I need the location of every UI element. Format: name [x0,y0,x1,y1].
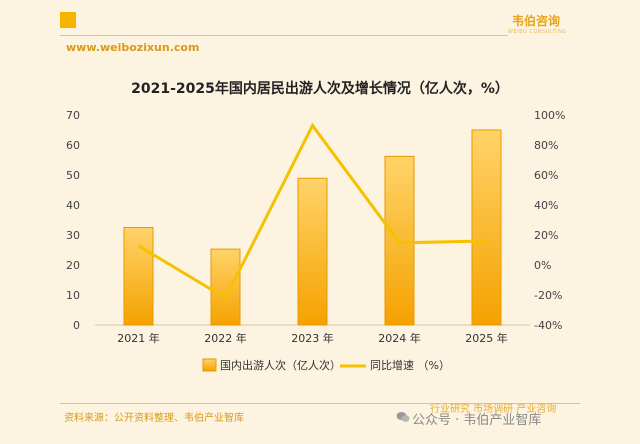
bar [210,248,241,326]
header-divider [60,35,508,36]
left-axis-tick: 40 [66,199,80,212]
right-axis-tick: -40% [534,319,562,332]
right-axis-tick: -20% [534,289,562,302]
footer-divider [60,403,580,404]
wechat-icon [396,412,410,422]
watermark-tags: 行业研究 市场调研 产业咨询 [430,404,557,415]
left-axis-tick: 20 [66,259,80,272]
chart-title: 2021-2025年国内居民出游人次及增长情况（亿人次，%） [131,81,509,97]
x-axis-label: 2021 年 [117,331,160,345]
right-axis-tick: 80% [534,139,558,152]
left-axis-tick: 0 [73,319,80,332]
legend-bar-swatch [202,358,217,372]
x-axis-label: 2023 年 [291,331,334,345]
data-source: 资料来源：公开资料整理、韦伯产业智库 [64,413,244,424]
legend-line-label: 同比增速 （%） [370,358,450,372]
right-axis-tick: 20% [534,229,558,242]
left-axis-tick: 10 [66,289,80,302]
bar [123,227,154,326]
right-axis-tick: 40% [534,199,558,212]
left-axis-tick: 30 [66,229,80,242]
bar [471,129,502,326]
logo-square [60,12,76,28]
brand-name: 韦伯咨询 [512,14,561,28]
growth-line [137,122,487,301]
bar [297,177,328,326]
x-axis-label: 2024 年 [378,331,421,345]
right-axis-tick: 60% [534,169,558,182]
x-axis-label: 2025 年 [465,331,508,345]
right-axis-tick: 0% [534,259,551,272]
x-axis-label: 2022 年 [204,331,247,345]
right-axis-tick: 100% [534,109,565,122]
legend-bar-label: 国内出游人次（亿人次） [220,358,341,372]
website-url[interactable]: www.weibozixun.com [66,41,200,54]
left-axis-tick: 60 [66,139,80,152]
watermark-account: 公众号 · 韦伯产业智库 [412,413,542,428]
brand-subtitle: WEIBO CONSULTING [508,29,567,35]
left-axis-tick: 70 [66,109,80,122]
left-axis-tick: 50 [66,169,80,182]
